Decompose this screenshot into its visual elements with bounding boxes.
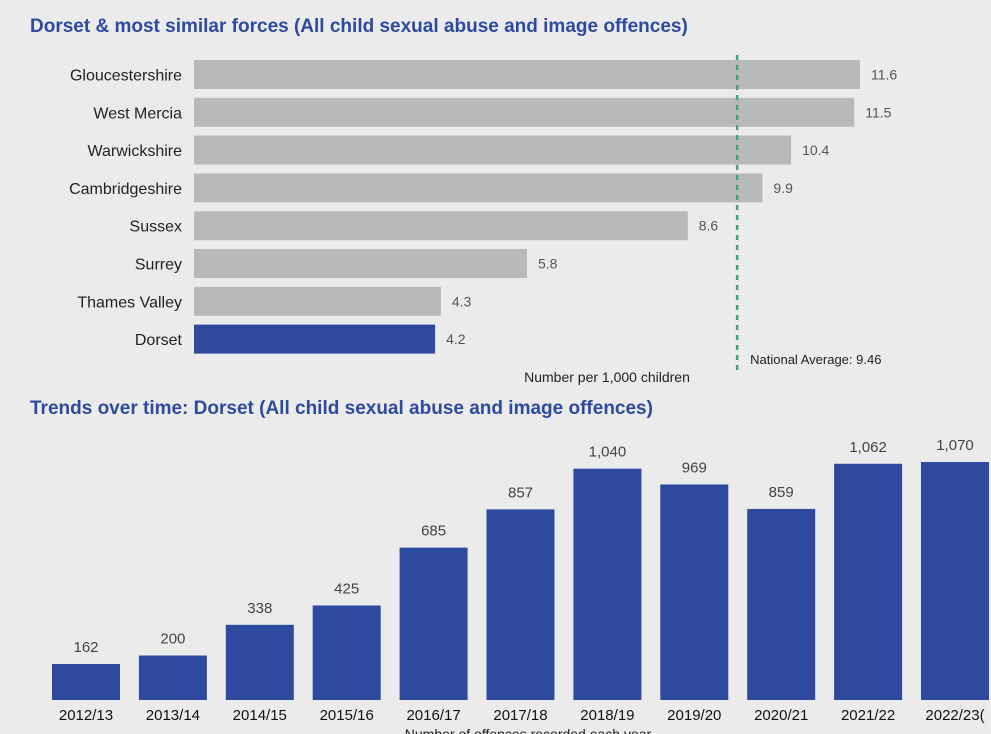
value-label-warwickshire: 10.4 xyxy=(802,142,829,158)
value-label-sussex: 8.6 xyxy=(699,218,719,234)
category-label-gloucestershire: Gloucestershire xyxy=(70,68,182,85)
trend-bar-2020-21 xyxy=(747,508,816,700)
trend-value-label-2016-17: 685 xyxy=(421,523,446,540)
category-label-dorset: Dorset xyxy=(135,332,183,349)
value-label-surrey: 5.8 xyxy=(538,256,558,272)
trend-bar-2015-16 xyxy=(312,605,381,700)
category-label-warwickshire: Warwickshire xyxy=(87,143,182,160)
value-label-thames-valley: 4.3 xyxy=(452,293,472,309)
trend-bar-2022-23 xyxy=(921,462,989,700)
year-label-2014-15: 2014/15 xyxy=(233,707,287,724)
bar-west-mercia xyxy=(194,97,855,127)
bar-gloucestershire xyxy=(194,60,860,89)
trend-bar-2019-20 xyxy=(660,484,729,700)
trend-bar-2012-13 xyxy=(52,663,120,700)
year-label-2021-22: 2021/22 xyxy=(841,707,895,724)
top-x-axis-title: Number per 1,000 children xyxy=(524,369,690,385)
bar-cambridgeshire xyxy=(194,173,763,203)
trend-bar-2016-17 xyxy=(399,547,468,700)
bar-thames-valley xyxy=(194,286,441,316)
value-label-gloucestershire: 11.6 xyxy=(871,67,897,83)
trend-value-label-2014-15: 338 xyxy=(247,600,272,617)
bar-dorset xyxy=(194,324,436,354)
trend-value-label-2020-21: 859 xyxy=(769,484,794,501)
year-label-2020-21: 2020/21 xyxy=(754,707,808,724)
trend-value-label-2013-14: 200 xyxy=(160,631,185,648)
trend-value-label-2017-18: 857 xyxy=(508,484,533,501)
category-label-cambridgeshire: Cambridgeshire xyxy=(69,181,182,198)
bottom-x-axis-title: Number of offences recorded each year xyxy=(405,726,652,734)
value-label-cambridgeshire: 9.9 xyxy=(773,180,793,196)
year-label-2018-19: 2018/19 xyxy=(580,707,634,724)
year-label-2012-13: 2012/13 xyxy=(59,707,113,724)
trend-value-label-2015-16: 425 xyxy=(334,580,359,597)
value-label-dorset: 4.2 xyxy=(446,331,466,347)
trend-value-label-2018-19: 1,040 xyxy=(589,444,627,461)
trend-bar-2014-15 xyxy=(225,624,294,700)
national-average-label: National Average: 9.46 xyxy=(750,352,881,367)
year-label-2013-14: 2013/14 xyxy=(146,707,200,724)
category-label-west-mercia: West Mercia xyxy=(93,105,182,122)
bar-warwickshire xyxy=(194,135,792,165)
category-label-sussex: Sussex xyxy=(130,219,182,236)
year-label-2015-16: 2015/16 xyxy=(320,707,374,724)
value-label-west-mercia: 11.5 xyxy=(865,104,891,120)
bar-sussex xyxy=(194,211,688,241)
bottom-chart-title: Trends over time: Dorset (All child sexu… xyxy=(30,398,653,419)
year-label-2017-18: 2017/18 xyxy=(493,707,547,724)
top-chart-title: Dorset & most similar forces (All child … xyxy=(30,16,688,37)
trend-value-label-2022-23: 1,070 xyxy=(936,437,974,454)
year-label-2016-17: 2016/17 xyxy=(406,707,460,724)
trend-bar-2021-22 xyxy=(834,463,903,700)
trend-bar-2017-18 xyxy=(486,509,555,700)
trend-value-label-2021-22: 1,062 xyxy=(849,439,887,456)
year-label-2019-20: 2019/20 xyxy=(667,707,721,724)
trend-bar-2013-14 xyxy=(138,655,207,700)
bar-surrey xyxy=(194,249,527,278)
trend-value-label-2019-20: 969 xyxy=(682,459,707,476)
category-label-thames-valley: Thames Valley xyxy=(77,294,182,311)
year-label-2022-23: 2022/23( xyxy=(925,707,984,724)
category-label-surrey: Surrey xyxy=(135,257,182,274)
trend-value-label-2012-13: 162 xyxy=(73,639,98,656)
trend-bar-2018-19 xyxy=(573,468,642,700)
